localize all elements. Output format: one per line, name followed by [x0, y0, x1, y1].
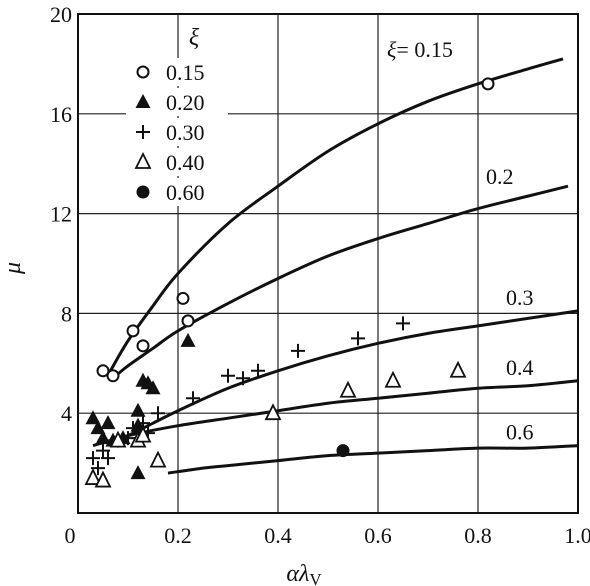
data-point — [100, 415, 116, 430]
curve-label: ξ= 0.15 — [387, 37, 453, 62]
data-point — [109, 430, 127, 448]
y-axis-title: μ — [0, 262, 26, 275]
legend-marker — [136, 125, 150, 139]
data-point — [126, 324, 140, 338]
data-point — [106, 369, 120, 383]
x-tick-label: 0.8 — [464, 523, 492, 548]
legend-marker — [134, 151, 152, 169]
y-tick-label: 20 — [50, 2, 72, 27]
data-point — [339, 380, 357, 398]
data-point — [86, 451, 100, 466]
data-points — [84, 77, 495, 488]
data-point — [95, 430, 111, 445]
data-point — [130, 402, 146, 417]
curve-line — [112, 184, 569, 380]
legend-label: 0.40 — [166, 150, 205, 175]
x-tick-label: 0 — [65, 523, 76, 548]
legend-marker — [136, 185, 150, 199]
curve-line — [92, 379, 579, 448]
data-point — [180, 332, 196, 347]
x-axis-title: αλV — [286, 561, 322, 586]
curve-label: 0.4 — [506, 355, 534, 380]
curve-line — [167, 444, 579, 475]
data-point — [336, 444, 350, 458]
legend-label: 0.60 — [166, 180, 205, 205]
data-point — [396, 316, 410, 331]
curve-label-symbol: ξ — [387, 37, 397, 62]
curve-label: 0.2 — [486, 164, 514, 189]
y-tick-label: 12 — [50, 202, 72, 227]
data-point — [96, 443, 110, 458]
data-point — [101, 451, 115, 466]
legend-label: 0.15 — [166, 60, 205, 85]
legend-label: 0.30 — [166, 120, 205, 145]
data-point — [151, 406, 165, 421]
data-point — [134, 425, 152, 443]
y-tick-label: 4 — [61, 401, 72, 426]
axis-ticks: 0 0.2 0.4 0.6 0.8 1.0 4 8 12 16 20 — [50, 2, 590, 548]
curve-line — [127, 309, 579, 437]
x-tick-label: 0.4 — [264, 523, 292, 548]
data-point — [236, 371, 250, 386]
y-tick-label: 16 — [50, 102, 72, 127]
data-point — [90, 420, 106, 435]
legend-label: 0.20 — [166, 90, 205, 115]
curve-line — [109, 57, 564, 372]
curve-label: 0.3 — [506, 285, 534, 310]
data-point — [85, 410, 101, 425]
data-point — [136, 339, 150, 353]
legend-marker — [135, 94, 151, 108]
x-tick-label: 1.0 — [564, 523, 590, 548]
curve-label: 0.6 — [506, 420, 534, 445]
legend: ξ 0.15 0.20 0.30 0.40 0.60 — [126, 25, 228, 206]
data-point — [149, 450, 167, 468]
data-point — [251, 363, 265, 378]
data-point — [481, 77, 495, 91]
fitted-curves: ξ= 0.15 0.2 0.3 0.4 0.6 — [92, 37, 579, 475]
data-point — [91, 461, 105, 476]
data-point — [84, 468, 102, 485]
data-point — [96, 364, 110, 378]
x-axis-title-main: αλ — [286, 561, 309, 586]
data-point — [126, 421, 140, 436]
data-point — [351, 331, 365, 346]
x-tick-label: 0.6 — [364, 523, 392, 548]
legend-title: ξ — [189, 25, 200, 51]
data-point — [221, 368, 235, 383]
data-point — [186, 391, 200, 406]
data-point — [384, 370, 402, 388]
data-point — [264, 403, 282, 421]
data-point — [449, 360, 467, 378]
curve-label-value: = 0.15 — [396, 37, 452, 62]
data-point — [181, 314, 195, 328]
data-point — [130, 465, 146, 480]
legend-marker — [136, 65, 150, 79]
x-tick-label: 0.2 — [164, 523, 192, 548]
data-point — [291, 343, 305, 358]
data-point — [176, 291, 190, 305]
plot-frame — [77, 13, 579, 514]
x-axis-title-subscript: V — [309, 570, 322, 586]
data-point — [145, 380, 161, 395]
y-tick-label: 8 — [61, 301, 72, 326]
data-point — [94, 470, 112, 488]
